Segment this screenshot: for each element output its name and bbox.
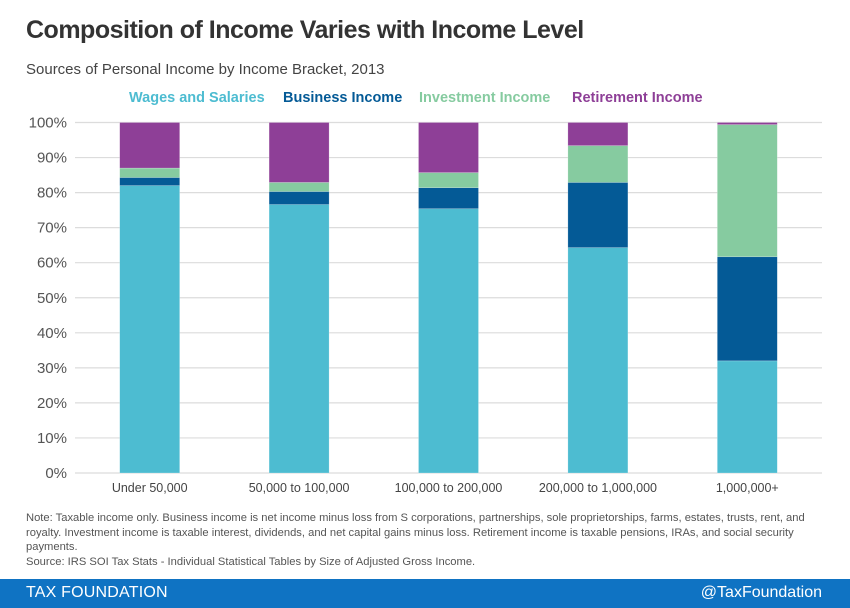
x-tick-label: Under 50,000 (112, 481, 188, 495)
x-tick-label: 100,000 to 200,000 (395, 481, 503, 495)
bar-segment-wages-and-salaries (119, 185, 180, 474)
footer-brand: TAX FOUNDATION (26, 584, 168, 601)
bar-segment-retirement-income (716, 122, 778, 125)
chart-subtitle: Sources of Personal Income by Income Bra… (26, 61, 385, 78)
y-tick-label: 80% (37, 185, 67, 202)
footer-handle: @TaxFoundation (700, 584, 822, 601)
bar-segment-retirement-income (418, 122, 479, 173)
bar-stack (418, 122, 479, 474)
bar-stack (716, 122, 778, 474)
y-tick-label: 10% (37, 430, 67, 447)
bar-stack (119, 122, 180, 474)
footer-bar: TAX FOUNDATION @TaxFoundation (0, 579, 850, 608)
y-tick-label: 70% (37, 220, 67, 237)
bar-segment-wages-and-salaries (418, 208, 479, 474)
bar-segment-investment-income (716, 124, 778, 258)
bar-segment-business-income (567, 182, 629, 248)
y-tick-label: 20% (37, 395, 67, 412)
bar-segment-investment-income (119, 167, 180, 178)
legend: Wages and Salaries Business Income Inves… (0, 90, 850, 108)
chart-notes: Note: Taxable income only. Business inco… (26, 511, 836, 569)
bar-segment-wages-and-salaries (268, 204, 330, 474)
bar-segment-retirement-income (119, 122, 180, 169)
x-tick-label: 1,000,000+ (716, 481, 779, 495)
bar-stack (567, 122, 629, 474)
bar-segment-retirement-income (268, 122, 330, 183)
legend-item-wages: Wages and Salaries (129, 90, 265, 106)
x-tick-label: 50,000 to 100,000 (249, 481, 350, 495)
legend-item-retirement: Retirement Income (572, 90, 703, 106)
stacked-bar-chart: 0% 10% 20% 30% 40% 50% 60% 70% 80% 90% 100% Under … (29, 115, 822, 495)
bar-segment-investment-income (418, 172, 479, 188)
note-text: Note: Taxable income only. Business inco… (26, 512, 805, 553)
y-tick-label: 30% (37, 360, 67, 377)
bar-segment-investment-income (268, 182, 330, 192)
legend-item-business: Business Income (283, 90, 403, 106)
bar-segment-business-income (716, 256, 778, 362)
chart-title: Composition of Income Varies with Income… (26, 16, 584, 44)
y-tick-label: 0% (45, 465, 67, 482)
y-tick-label: 90% (37, 150, 67, 167)
bars (119, 122, 778, 474)
y-tick-label: 60% (37, 255, 67, 272)
y-tick-label: 50% (37, 290, 67, 307)
source-text: Source: IRS SOI Tax Stats - Individual S… (26, 555, 476, 568)
bar-segment-wages-and-salaries (567, 247, 629, 474)
legend-item-investment: Investment Income (419, 90, 551, 106)
y-tick-label: 100% (29, 115, 67, 132)
y-axis-ticks: 0% 10% 20% 30% 40% 50% 60% 70% 80% 90% 100% (29, 115, 67, 483)
bar-stack (268, 122, 330, 474)
bar-segment-business-income (268, 191, 330, 205)
bar-segment-investment-income (567, 145, 629, 183)
x-axis-labels: Under 50,000 50,000 to 100,000 100,000 to … (112, 481, 779, 495)
bar-segment-business-income (119, 177, 180, 186)
bar-segment-business-income (418, 187, 479, 210)
bar-segment-wages-and-salaries (716, 360, 778, 474)
bar-segment-retirement-income (567, 122, 629, 146)
x-tick-label: 200,000 to 1,000,000 (539, 481, 657, 495)
y-tick-label: 40% (37, 325, 67, 342)
